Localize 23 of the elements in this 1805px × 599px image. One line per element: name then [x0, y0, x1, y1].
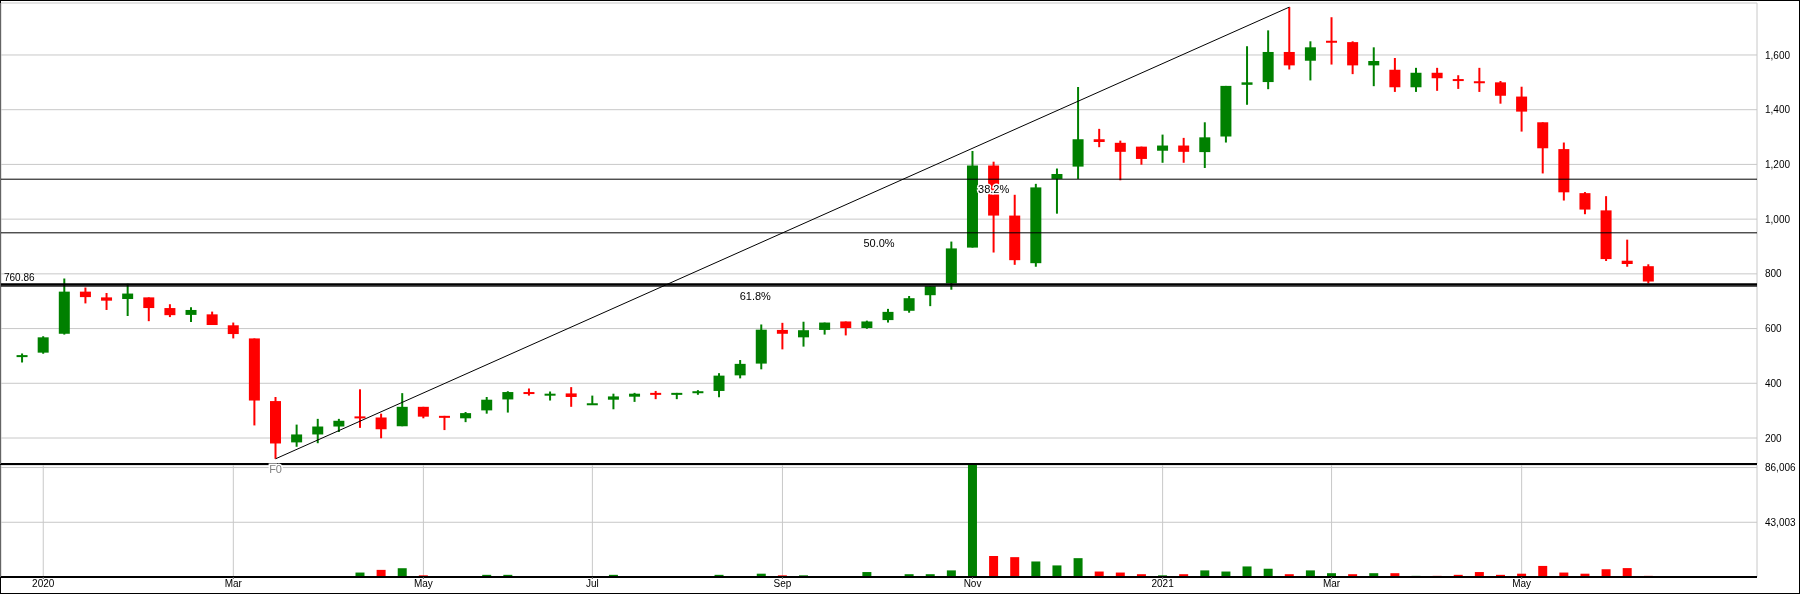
annotation: 50.0%: [863, 236, 895, 249]
y-tick-label: 600: [1765, 323, 1783, 335]
x-tick-label: Mar: [224, 578, 243, 590]
ref-line-label: 760.86: [4, 271, 36, 283]
y-tick-label: 1,200: [1765, 158, 1791, 170]
x-tick-label: 2021: [1151, 578, 1175, 590]
x-tick-label: May: [1512, 578, 1532, 590]
annotation: 61.8%: [739, 289, 772, 302]
x-tick-label: May: [413, 578, 433, 590]
y-tick-label: 200: [1765, 432, 1783, 444]
y-tick-label: 400: [1765, 377, 1783, 389]
x-tick-label: 2020: [32, 578, 55, 590]
x-tick-label: Nov: [963, 578, 982, 590]
y-tick-label: 1,600: [1765, 49, 1791, 61]
x-tick-label: Sep: [773, 578, 792, 590]
y-tick-label: 43,003: [1765, 516, 1797, 528]
y-tick-label: 1,400: [1765, 104, 1791, 116]
y-tick-label: 800: [1765, 268, 1783, 280]
x-tick-label: Mar: [1322, 578, 1341, 590]
annotation: F0: [269, 462, 282, 475]
y-tick-label: 1,000: [1765, 213, 1791, 225]
x-tick-label: Jul: [585, 578, 599, 590]
y-tick-label: 86,006: [1765, 462, 1797, 474]
